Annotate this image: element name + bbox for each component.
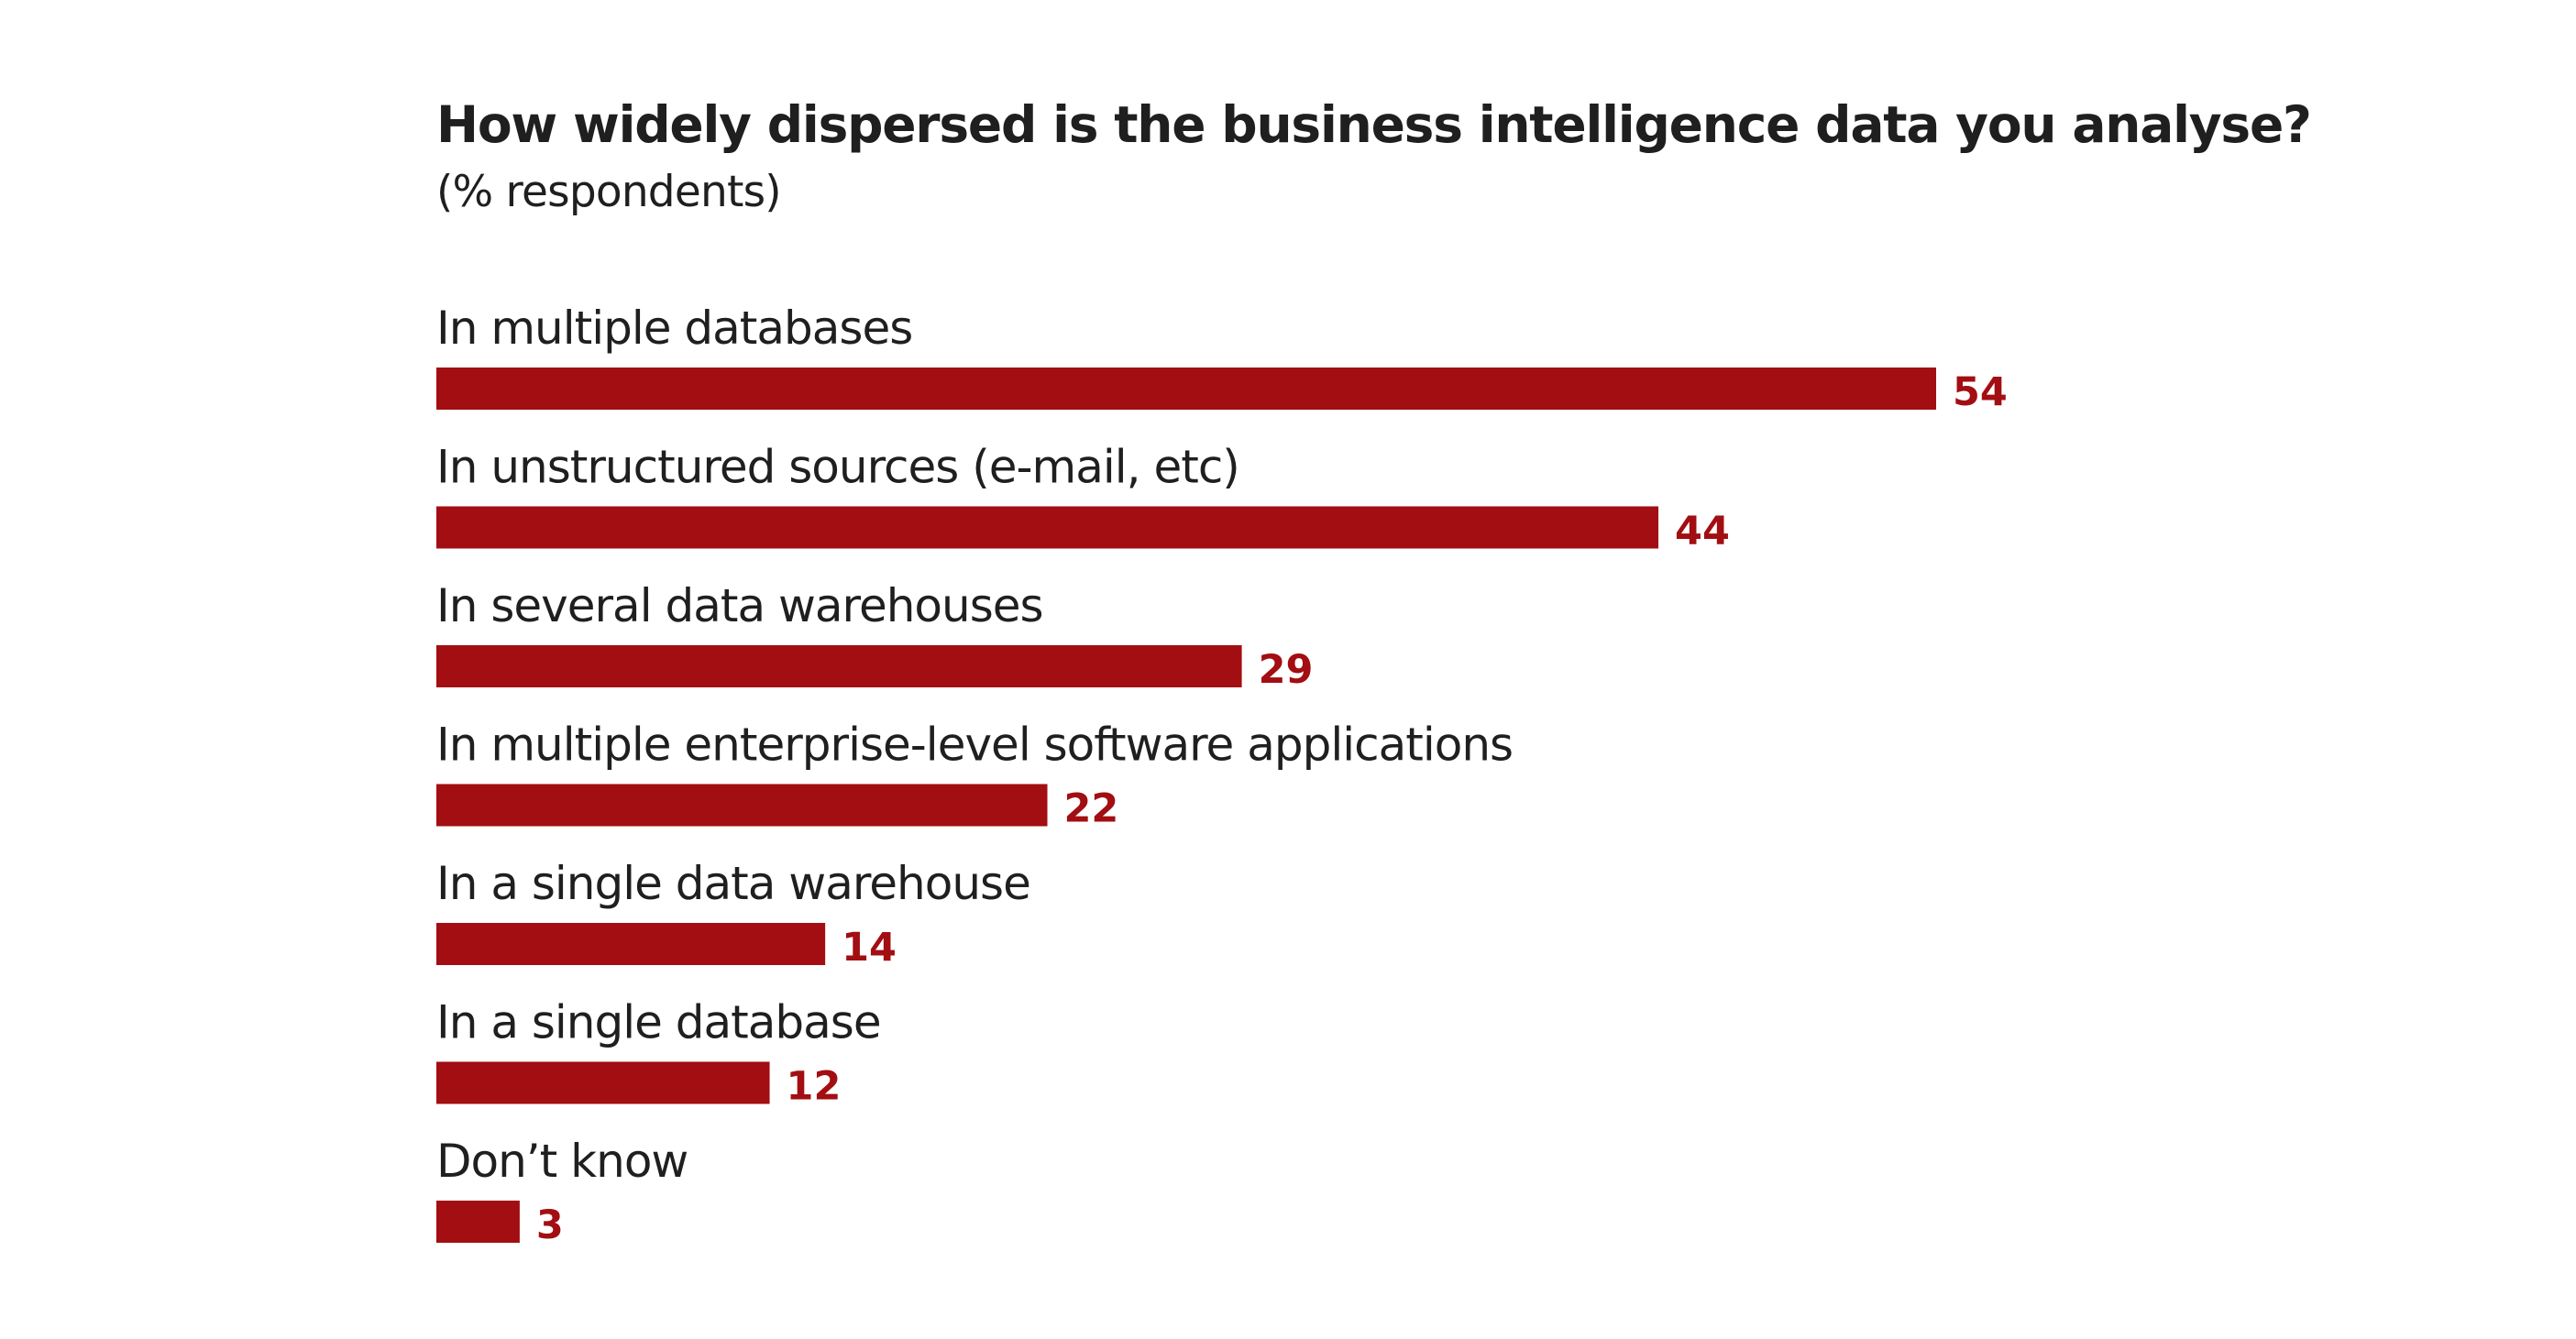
category-label: In multiple enterprise-level software ap… bbox=[436, 719, 1513, 772]
value-label: 29 bbox=[1259, 647, 1314, 693]
value-label: 54 bbox=[1953, 369, 2008, 415]
category-label: Don’t know bbox=[436, 1135, 688, 1188]
bar bbox=[436, 506, 1659, 549]
category-label: In several data warehouses bbox=[436, 579, 1043, 632]
value-label: 14 bbox=[842, 925, 897, 971]
bar bbox=[436, 645, 1242, 687]
bar bbox=[436, 1061, 770, 1104]
value-label: 3 bbox=[536, 1202, 564, 1248]
value-label: 44 bbox=[1675, 509, 1730, 554]
category-label: In multiple databases bbox=[436, 302, 912, 355]
value-label: 22 bbox=[1064, 786, 1119, 832]
bar bbox=[436, 1201, 520, 1243]
category-label: In a single data warehouse bbox=[436, 857, 1030, 910]
bar bbox=[436, 923, 826, 965]
bar bbox=[436, 784, 1048, 827]
chart-subtitle: (% respondents) bbox=[436, 167, 782, 217]
chart-title: How widely dispersed is the business int… bbox=[436, 95, 2312, 154]
category-label: In a single database bbox=[436, 996, 881, 1049]
value-label: 12 bbox=[787, 1064, 842, 1110]
category-label: In unstructured sources (e-mail, etc) bbox=[436, 441, 1239, 494]
bar bbox=[436, 368, 1936, 410]
